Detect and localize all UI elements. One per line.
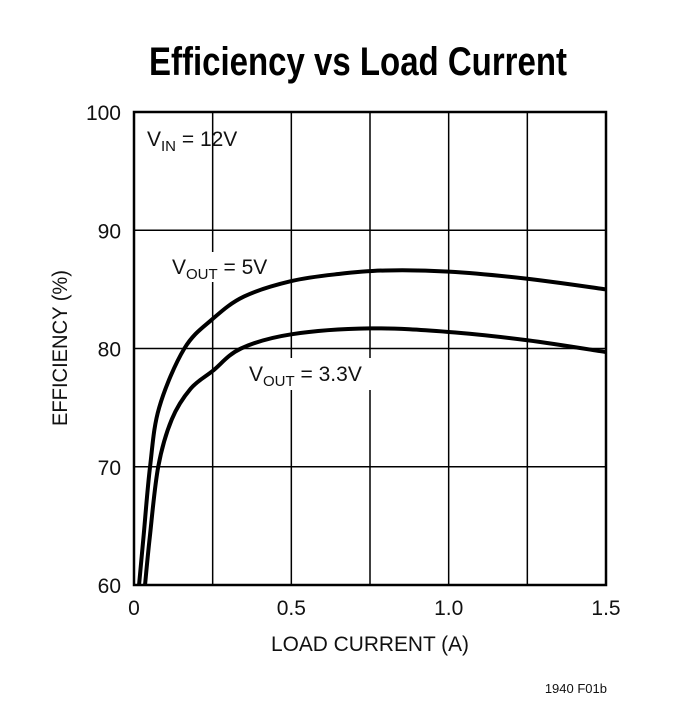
x-tick-label: 1.5 xyxy=(591,597,620,620)
y-tick-label: 70 xyxy=(98,457,121,480)
x-tick-label: 0.5 xyxy=(277,597,306,620)
label-bg-5v xyxy=(171,252,279,282)
chart-title: Efficiency vs Load Current xyxy=(149,40,567,84)
label-bg-3v3 xyxy=(248,358,388,390)
series-line-1 xyxy=(143,326,607,586)
y-axis-label: EFFICIENCY (%) xyxy=(49,270,72,426)
y-tick-label: 80 xyxy=(98,339,121,362)
tick-labels: 0 0.5 1.0 1.5 60 70 80 90 100 xyxy=(86,102,621,620)
series-line-0 xyxy=(137,268,607,586)
footnote: 1940 F01b xyxy=(545,681,607,696)
grid xyxy=(134,112,606,585)
x-tick-label: 1.0 xyxy=(434,597,463,620)
series-label-5v: VOUT = 5V xyxy=(172,256,267,283)
vin-annotation: VIN = 12V xyxy=(147,128,237,155)
curves xyxy=(137,268,607,586)
y-tick-label: 60 xyxy=(98,575,121,598)
x-tick-label: 0 xyxy=(128,597,140,620)
y-tick-label: 100 xyxy=(86,102,121,125)
series-label-3v3: VOUT = 3.3V xyxy=(249,363,362,390)
plot-frame xyxy=(132,110,608,587)
x-axis-label: LOAD CURRENT (A) xyxy=(271,633,469,656)
y-tick-label: 90 xyxy=(98,220,121,243)
